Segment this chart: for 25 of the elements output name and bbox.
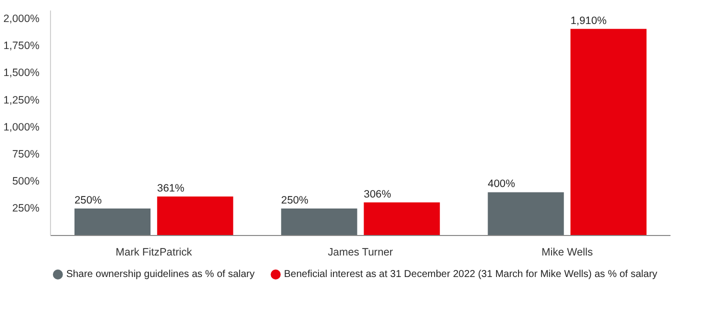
y-tick-label: 1,750% [3, 40, 40, 52]
y-tick-label: 1,250% [3, 94, 40, 106]
data-label: 306% [364, 188, 392, 200]
bar [74, 208, 151, 236]
y-tick-label: 750% [12, 148, 40, 160]
legend-label: Share ownership guidelines as % of salary [66, 269, 255, 280]
legend-label: Beneficial interest as at 31 December 2022 (31 March for Mike Wells) as % of salary [284, 269, 658, 280]
x-tick-label: James Turner [328, 246, 394, 258]
bar [570, 28, 647, 236]
data-label: 1,910% [570, 14, 608, 27]
bar [364, 202, 440, 236]
data-label: 250% [281, 194, 309, 206]
y-tick-label: 1,000% [3, 121, 40, 134]
bar [488, 192, 564, 236]
bar [157, 196, 234, 236]
x-tick-label: Mike Wells [542, 246, 593, 258]
data-label: 250% [74, 194, 102, 206]
y-tick-label: 1,500% [3, 67, 40, 80]
data-label: 361% [157, 182, 185, 194]
x-tick-label: Mark FitzPatrick [116, 246, 193, 258]
data-label: 400% [488, 178, 516, 190]
bar [281, 208, 358, 236]
y-tick-label: 500% [12, 175, 40, 188]
y-tick-label: 2,000% [3, 13, 40, 26]
y-tick-label: 250% [12, 202, 40, 214]
